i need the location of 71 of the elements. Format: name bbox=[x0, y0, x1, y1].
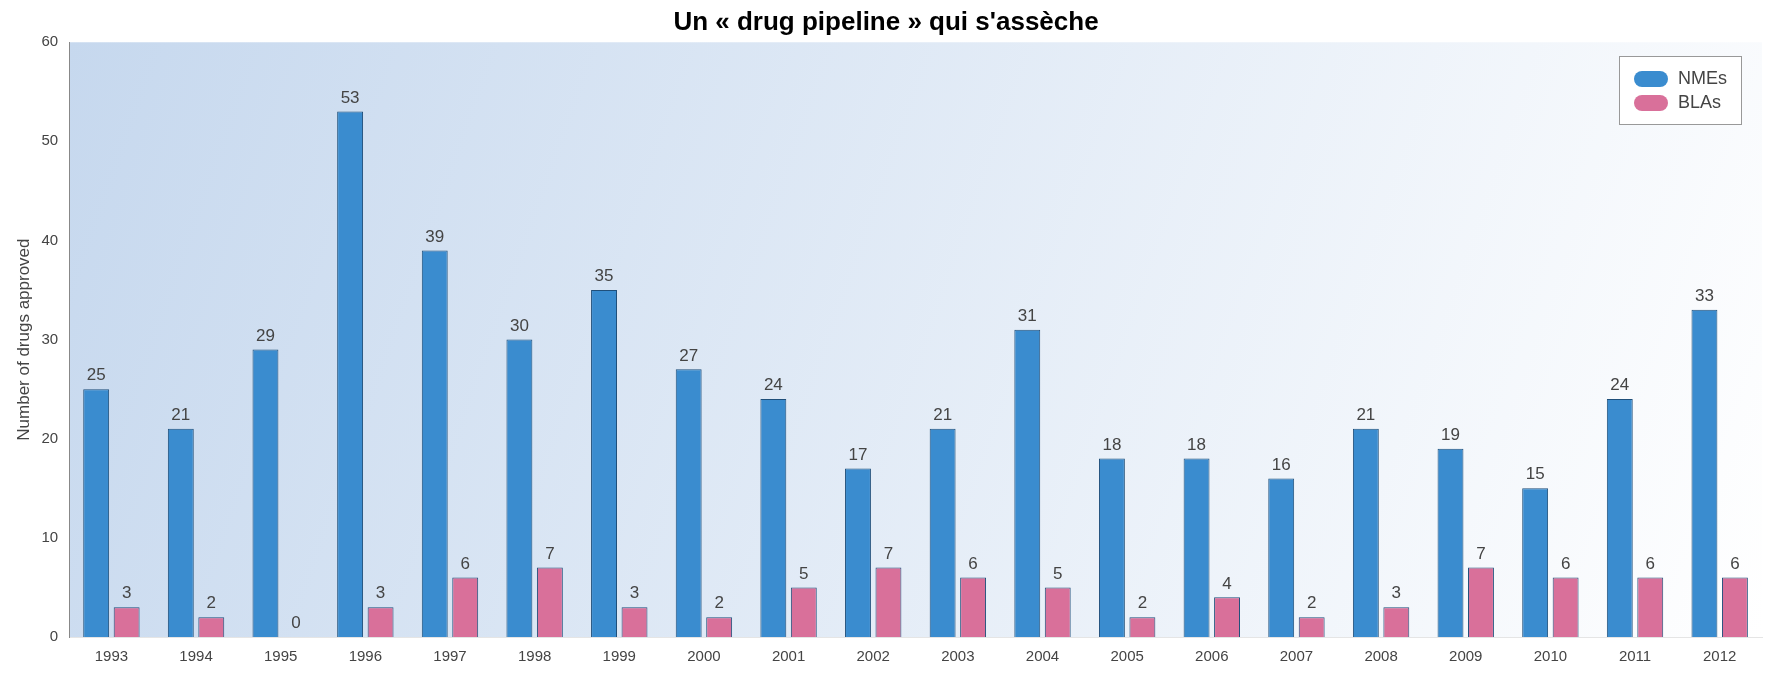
x-tick-label: 2003 bbox=[941, 647, 975, 665]
data-label: 6 bbox=[968, 553, 978, 573]
y-tick-label: 30 bbox=[41, 329, 59, 347]
data-label: 7 bbox=[1476, 543, 1486, 563]
data-label: 2 bbox=[1137, 593, 1148, 613]
x-tick-label: 1995 bbox=[264, 647, 298, 665]
data-label: 2 bbox=[1306, 593, 1317, 613]
data-label: 29 bbox=[256, 325, 275, 345]
data-label: 30 bbox=[509, 315, 529, 335]
legend-label: BLAs bbox=[1678, 92, 1722, 114]
data-label: 15 bbox=[1525, 464, 1545, 484]
x-tick-label: 2004 bbox=[1025, 647, 1060, 665]
data-label: 24 bbox=[1610, 375, 1630, 395]
y-tick-label: 60 bbox=[41, 32, 59, 50]
x-tick-label: 2009 bbox=[1449, 647, 1483, 665]
y-tick-label: 50 bbox=[41, 131, 59, 149]
x-tick-label: 2000 bbox=[687, 647, 721, 665]
data-label: 19 bbox=[1441, 424, 1460, 444]
data-label: 33 bbox=[1694, 286, 1714, 306]
data-label: 21 bbox=[171, 405, 191, 425]
data-label: 27 bbox=[679, 345, 699, 365]
x-tick-label: 1996 bbox=[348, 647, 383, 665]
data-label: 39 bbox=[425, 226, 445, 246]
data-label: 16 bbox=[1271, 454, 1291, 474]
y-tick-label: 20 bbox=[41, 428, 59, 446]
x-tick-label: 2005 bbox=[1110, 647, 1144, 665]
data-label: 6 bbox=[460, 553, 470, 573]
data-label: 21 bbox=[933, 405, 953, 425]
x-tick-label: 1999 bbox=[602, 647, 636, 665]
data-label: 18 bbox=[1187, 434, 1207, 454]
data-label: 5 bbox=[799, 563, 809, 583]
data-label: 3 bbox=[375, 583, 386, 603]
y-axis-title: Number of drugs approved bbox=[13, 238, 33, 441]
y-tick-label: 0 bbox=[49, 627, 59, 645]
data-label: 35 bbox=[594, 266, 614, 286]
data-label: 3 bbox=[629, 583, 640, 603]
data-label: 18 bbox=[1102, 434, 1122, 454]
data-label: 31 bbox=[1017, 305, 1037, 325]
y-tick-label: 40 bbox=[41, 230, 59, 248]
data-label: 6 bbox=[1730, 553, 1740, 573]
x-tick-label: 1993 bbox=[94, 647, 129, 665]
data-label: 21 bbox=[1356, 405, 1376, 425]
x-tick-label: 2008 bbox=[1364, 647, 1398, 665]
x-tick-label: 2012 bbox=[1702, 647, 1737, 665]
data-label: 0 bbox=[291, 613, 301, 633]
y-tick-label: 10 bbox=[41, 528, 59, 546]
x-tick-label: 2006 bbox=[1195, 647, 1229, 665]
x-tick-label: 1997 bbox=[433, 647, 467, 665]
legend-label: NMEs bbox=[1678, 68, 1727, 90]
x-tick-label: 2011 bbox=[1618, 647, 1652, 665]
x-tick-label: 2002 bbox=[856, 647, 890, 665]
data-label: 25 bbox=[86, 365, 106, 385]
x-tick-label: 1994 bbox=[179, 647, 213, 665]
data-label: 53 bbox=[340, 87, 360, 107]
data-label: 7 bbox=[545, 543, 555, 563]
data-label: 7 bbox=[883, 543, 894, 563]
x-tick-label: 2007 bbox=[1279, 647, 1314, 665]
data-label: 24 bbox=[763, 375, 783, 395]
x-tick-label: 2010 bbox=[1533, 647, 1568, 665]
data-label: 3 bbox=[1391, 583, 1402, 603]
data-label: 6 bbox=[1560, 553, 1571, 573]
data-label: 3 bbox=[121, 583, 132, 603]
data-label: 5 bbox=[1053, 563, 1063, 583]
chart-title: Un « drug pipeline » qui s'assèche bbox=[673, 5, 1099, 36]
x-tick-label: 1998 bbox=[517, 647, 552, 665]
data-label: 2 bbox=[714, 593, 724, 613]
data-label: 6 bbox=[1645, 553, 1655, 573]
data-label: 2 bbox=[206, 593, 217, 613]
x-tick-label: 2001 bbox=[771, 647, 806, 665]
data-label: 17 bbox=[848, 444, 868, 464]
data-label: 4 bbox=[1222, 573, 1232, 593]
